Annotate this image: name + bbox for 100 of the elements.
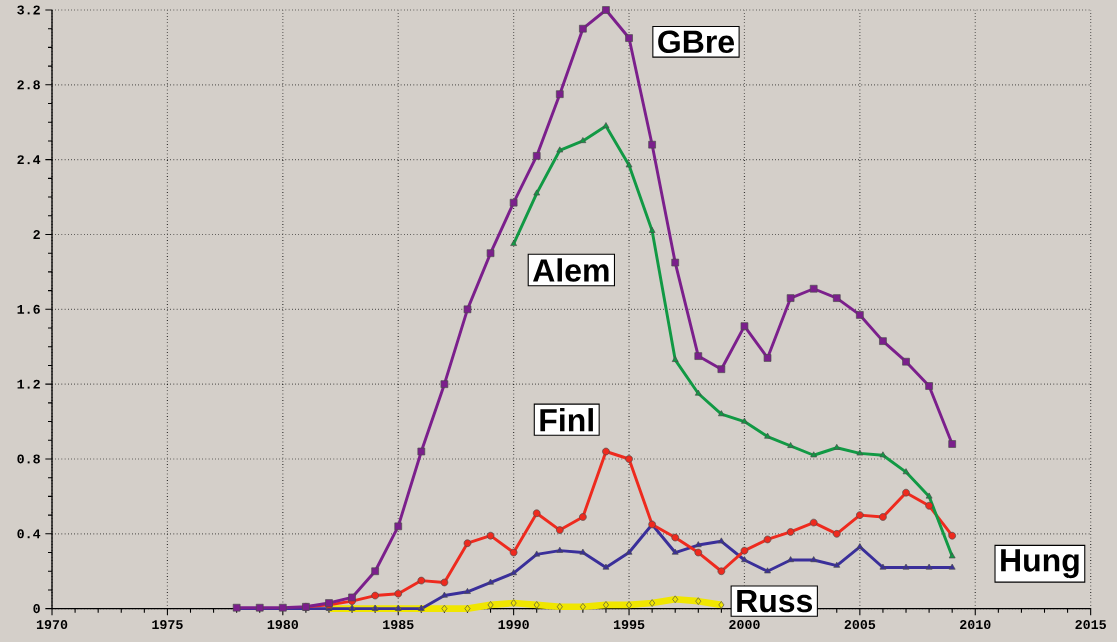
point <box>856 311 864 319</box>
point <box>717 365 726 373</box>
point <box>879 563 887 570</box>
x-tick-label: 2015 <box>1075 620 1106 630</box>
point <box>579 24 587 33</box>
point <box>856 543 864 549</box>
point <box>648 140 656 149</box>
point <box>695 597 702 605</box>
point <box>532 152 541 160</box>
point <box>902 563 910 570</box>
y-tick-label: 0.8 <box>17 454 40 464</box>
point <box>602 447 610 456</box>
point <box>648 226 656 233</box>
point <box>764 432 771 439</box>
point <box>763 354 772 362</box>
point <box>579 137 587 144</box>
point <box>509 548 518 557</box>
point <box>902 488 910 497</box>
point <box>625 161 633 168</box>
point <box>902 357 910 366</box>
y-tick-label: 0 <box>33 604 40 614</box>
x-tick-label: 1975 <box>152 620 183 630</box>
point <box>694 352 703 360</box>
x-tick-label: 2010 <box>960 620 991 630</box>
point <box>486 249 495 257</box>
point <box>786 528 795 536</box>
point <box>902 468 910 475</box>
point <box>533 550 541 557</box>
point <box>809 284 818 293</box>
point <box>718 410 725 417</box>
point <box>925 501 933 510</box>
point <box>556 146 564 153</box>
point <box>671 548 679 555</box>
point <box>740 546 749 555</box>
point <box>672 595 679 604</box>
point <box>764 567 771 574</box>
point <box>833 443 841 450</box>
point <box>718 537 725 544</box>
point <box>879 451 887 458</box>
point <box>671 258 680 267</box>
point <box>441 591 448 598</box>
x-tick-label: 1970 <box>36 620 68 630</box>
series-label: Finl <box>540 408 593 432</box>
point <box>579 548 587 555</box>
point <box>925 492 933 499</box>
point <box>833 561 841 568</box>
point <box>579 513 587 521</box>
point <box>787 442 794 448</box>
point <box>532 509 541 518</box>
point <box>625 548 633 555</box>
point <box>487 601 494 609</box>
point <box>948 440 956 448</box>
point <box>694 548 703 557</box>
point <box>717 567 726 576</box>
point <box>555 90 564 98</box>
point <box>625 455 633 463</box>
point <box>463 305 472 314</box>
point <box>441 604 448 613</box>
point <box>394 589 403 598</box>
y-tick-label: 0.4 <box>17 529 41 539</box>
series-label: Hung <box>1001 549 1079 579</box>
point <box>925 382 933 390</box>
point <box>556 546 564 553</box>
y-tick-label: 2.8 <box>17 80 40 90</box>
point <box>440 380 449 388</box>
point <box>463 539 472 547</box>
point <box>510 569 517 576</box>
point <box>371 591 379 600</box>
point <box>879 337 887 345</box>
point <box>856 449 864 456</box>
point <box>510 599 517 607</box>
point <box>694 541 702 548</box>
point <box>417 576 426 585</box>
y-tick-label: 3.2 <box>17 5 40 15</box>
point <box>602 563 610 570</box>
point <box>832 530 841 538</box>
point <box>533 601 540 609</box>
point <box>440 578 449 587</box>
point <box>464 588 471 594</box>
point <box>417 447 426 456</box>
x-tick-label: 1980 <box>267 620 299 630</box>
point <box>787 556 794 563</box>
point <box>649 599 656 607</box>
y-tick-label: 2 <box>33 230 40 239</box>
y-tick-label: 1.6 <box>17 304 40 314</box>
point <box>602 6 610 14</box>
series-label: Alem <box>533 258 609 282</box>
point <box>740 322 749 330</box>
point <box>832 294 841 302</box>
point <box>394 522 403 531</box>
point <box>603 601 609 609</box>
point <box>809 518 818 527</box>
point <box>556 602 563 611</box>
x-tick-label: 2005 <box>844 620 876 630</box>
point <box>810 451 818 458</box>
series-label: Russ <box>737 590 813 613</box>
point <box>671 356 679 362</box>
y-tick-label: 2.4 <box>17 155 41 165</box>
point <box>741 417 748 424</box>
point <box>694 389 702 396</box>
